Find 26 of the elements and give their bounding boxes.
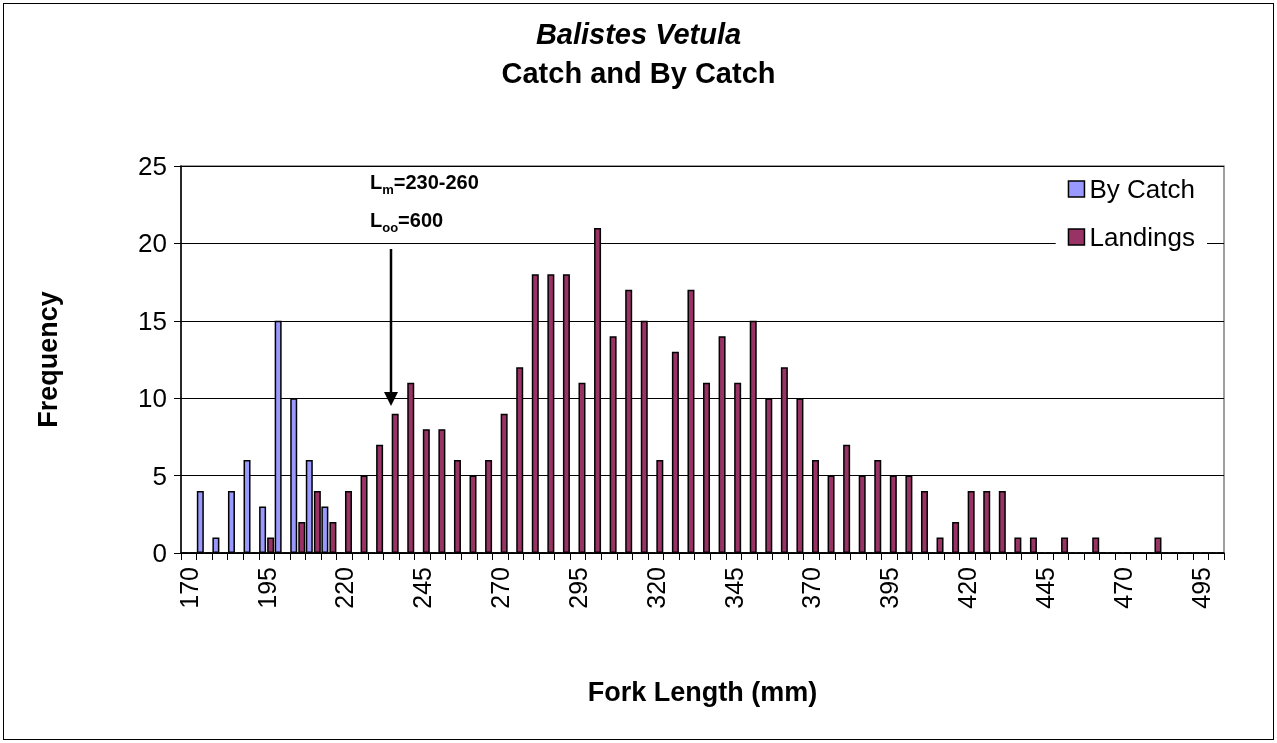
legend-label: Landings (1089, 222, 1196, 252)
x-tick-label: 345 (719, 567, 748, 609)
x-tick-label: 170 (174, 567, 203, 609)
y-tick-label: 10 (138, 383, 167, 414)
x-tick-label: 270 (486, 567, 515, 609)
x-tick-label: 295 (563, 567, 592, 609)
y-tick-label: 5 (152, 460, 167, 491)
chart-subtitle: Catch and By Catch (501, 56, 776, 89)
x-tick-label: 195 (252, 567, 281, 609)
x-tick-label: 370 (797, 567, 826, 609)
x-tick-label: 220 (330, 567, 359, 609)
x-tick-label: 495 (1186, 567, 1215, 609)
x-axis-title: Fork Length (mm) (587, 676, 818, 707)
x-tick-label: 245 (408, 567, 437, 609)
x-tick-label: 420 (953, 567, 982, 609)
y-axis-title: Frequency (32, 291, 63, 428)
y-tick-label: 20 (138, 228, 167, 259)
x-tick-label: 395 (875, 567, 904, 609)
y-tick-label: 0 (152, 538, 167, 568)
y-tick-label: 15 (138, 305, 167, 336)
x-tick-label: 320 (641, 567, 670, 609)
y-tick-label: 25 (138, 151, 167, 181)
legend-label: By Catch (1089, 174, 1195, 204)
chart-title: Balistes Vetula (535, 17, 742, 50)
x-tick-label: 445 (1030, 567, 1059, 609)
x-tick-label: 470 (1108, 567, 1137, 609)
